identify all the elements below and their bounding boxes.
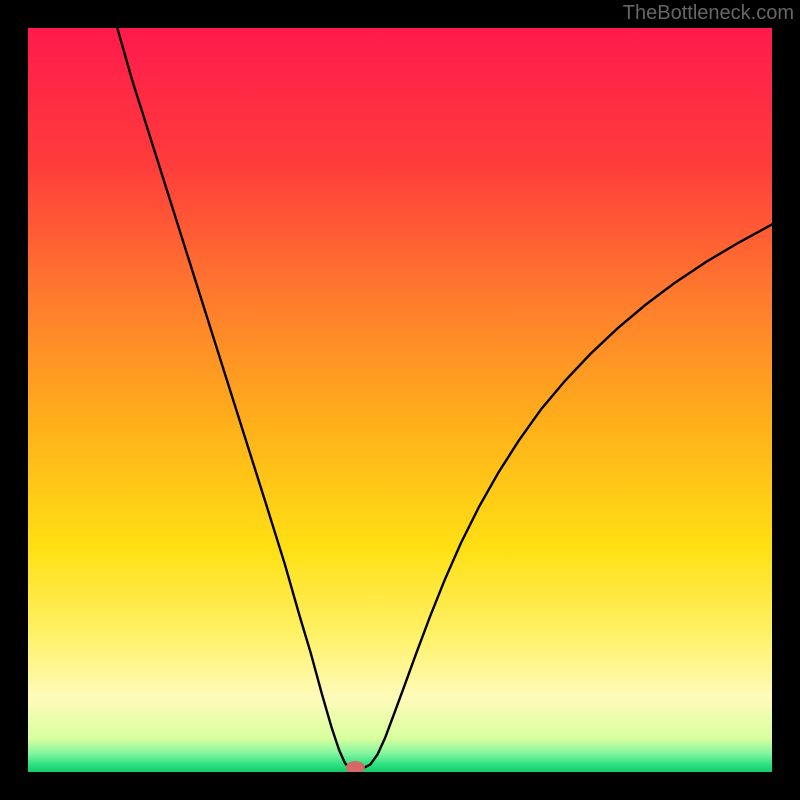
optimal-point-marker — [346, 762, 364, 774]
plot-background — [28, 28, 772, 772]
bottleneck-chart — [0, 0, 800, 800]
attribution-text: TheBottleneck.com — [623, 2, 794, 25]
chart-container: TheBottleneck.com — [0, 0, 800, 800]
